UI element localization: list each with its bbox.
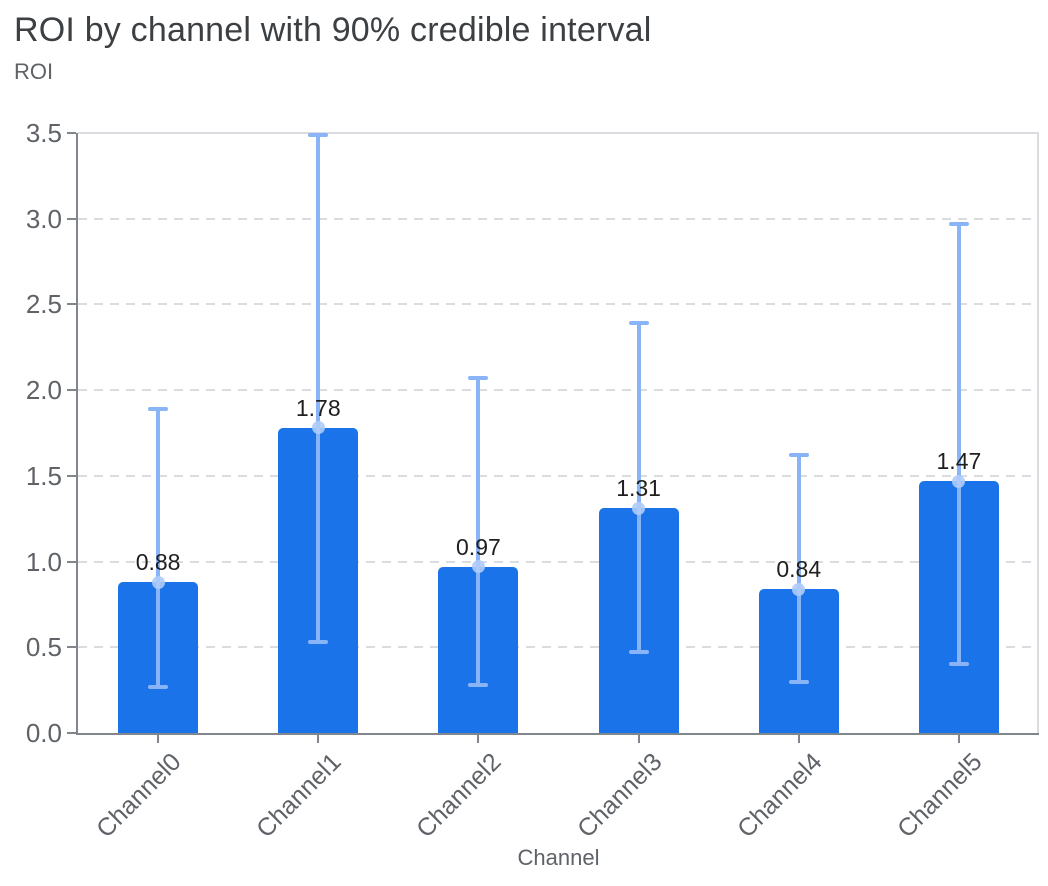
error-bar-line bbox=[156, 409, 161, 687]
x-tick-label: Channel5 bbox=[891, 747, 988, 844]
bar-value-label: 1.31 bbox=[616, 475, 661, 502]
point-marker bbox=[952, 474, 966, 488]
x-tick-mark bbox=[317, 735, 320, 743]
y-tick-label: 3.0 bbox=[25, 203, 62, 234]
y-tick-mark bbox=[67, 560, 76, 563]
y-axis-line bbox=[76, 133, 78, 735]
y-tick-label: 1.0 bbox=[25, 546, 62, 577]
y-tick-label: 0.0 bbox=[25, 718, 62, 748]
error-bar-cap-top bbox=[148, 407, 169, 411]
y-tick-label: 2.5 bbox=[25, 289, 62, 320]
x-tick-mark bbox=[157, 735, 160, 743]
x-tick-mark bbox=[477, 735, 480, 743]
error-bar-cap-bottom bbox=[468, 683, 489, 687]
y-axis: 0.0 0.5 1.0 1.5 2.0 2.5 3.0 3.5 bbox=[0, 119, 76, 747]
y-tick-label: 1.5 bbox=[25, 460, 62, 491]
x-axis: Channel0 Channel1 Channel2 Channel3 Channel4… bbox=[78, 735, 1039, 865]
plot-area: 0.88 1.78 0.97 1.31 0.84 1.47 bbox=[78, 132, 1039, 733]
y-tick-label: 2.0 bbox=[25, 375, 62, 406]
x-tick-mark bbox=[957, 735, 960, 743]
x-axis-title: Channel bbox=[517, 845, 600, 870]
plot-right-border bbox=[1037, 133, 1039, 733]
error-bar-cap-bottom bbox=[948, 662, 969, 667]
y-tick-mark bbox=[67, 303, 76, 306]
y-tick-label: 3.5 bbox=[25, 118, 62, 148]
error-bar-line bbox=[796, 455, 801, 682]
error-bar-cap-bottom bbox=[308, 640, 329, 645]
gridline bbox=[78, 646, 1039, 649]
error-bar-cap-bottom bbox=[788, 679, 809, 684]
y-axis-title: ROI bbox=[14, 59, 54, 84]
y-tick-mark bbox=[67, 646, 76, 649]
chart-title: ROI by channel with 90% credible interva… bbox=[14, 11, 652, 49]
gridline bbox=[78, 303, 1039, 306]
bar-value-label: 0.97 bbox=[456, 533, 501, 560]
point-marker bbox=[311, 421, 325, 435]
point-marker bbox=[471, 560, 485, 574]
x-tick-label: Channel3 bbox=[571, 747, 668, 844]
x-tick-mark bbox=[637, 735, 640, 743]
error-bar-cap-top bbox=[628, 321, 649, 326]
error-bar-line bbox=[476, 378, 481, 685]
bar-value-label: 0.88 bbox=[135, 549, 181, 576]
x-tick-mark bbox=[797, 735, 800, 743]
error-bar-cap-bottom bbox=[148, 684, 169, 689]
y-tick-mark bbox=[67, 732, 76, 734]
y-tick-label: 0.5 bbox=[25, 632, 62, 663]
bar-value-label: 0.84 bbox=[776, 556, 822, 582]
gridline bbox=[78, 132, 1039, 134]
gridline bbox=[78, 474, 1039, 477]
error-bar-line bbox=[956, 223, 961, 665]
error-bar-cap-top bbox=[308, 132, 329, 137]
error-bar-cap-top bbox=[468, 376, 489, 381]
error-bar-cap-bottom bbox=[628, 650, 649, 655]
error-bar-cap-top bbox=[948, 221, 969, 226]
point-marker bbox=[632, 501, 646, 515]
x-tick-label: Channel4 bbox=[731, 747, 828, 844]
x-axis-line bbox=[76, 733, 1039, 735]
gridline bbox=[78, 389, 1039, 392]
gridline bbox=[78, 560, 1039, 563]
point-marker bbox=[151, 575, 165, 589]
point-marker bbox=[792, 582, 806, 596]
y-tick-mark bbox=[67, 389, 76, 392]
x-tick-label: Channel1 bbox=[251, 747, 347, 844]
gridline bbox=[78, 217, 1039, 220]
error-bar-cap-top bbox=[788, 453, 809, 458]
bar-value-label: 1.78 bbox=[295, 394, 341, 421]
bar-value-label: 1.47 bbox=[936, 448, 982, 474]
x-tick-label: Channel0 bbox=[91, 747, 187, 844]
error-bar-line bbox=[316, 134, 321, 643]
x-tick-label: Channel2 bbox=[411, 747, 507, 844]
y-tick-mark bbox=[67, 474, 76, 477]
error-bar-line bbox=[636, 323, 641, 653]
y-tick-mark bbox=[67, 132, 76, 134]
y-tick-mark bbox=[67, 217, 76, 220]
